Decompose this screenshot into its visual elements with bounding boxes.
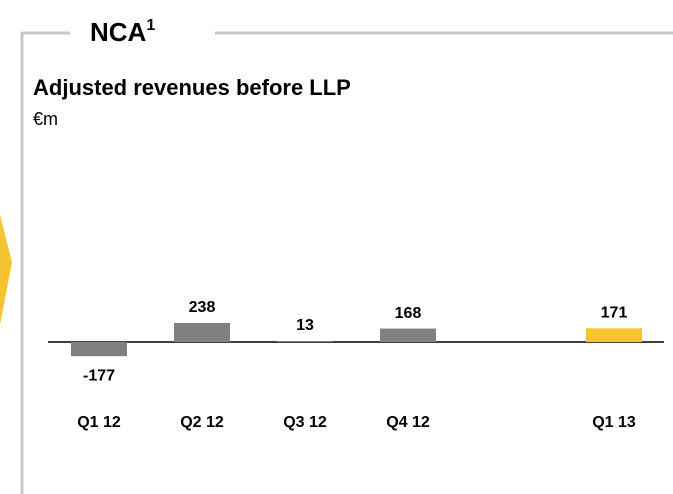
value-label: 171 (601, 305, 628, 322)
x-tick-label: Q1 12 (77, 414, 121, 431)
value-label: 13 (296, 317, 314, 334)
value-label: 238 (189, 299, 216, 316)
bar (71, 342, 127, 357)
decor-arrow (0, 215, 12, 325)
chart-subtitle: €m (33, 109, 58, 129)
bar (586, 328, 642, 342)
bar (174, 322, 230, 342)
x-tick-label: Q2 12 (180, 414, 224, 431)
chart-title: Adjusted revenues before LLP (33, 75, 351, 100)
bar (277, 340, 333, 342)
value-label: -177 (83, 367, 115, 384)
x-tick-label: Q1 13 (592, 414, 636, 431)
x-tick-label: Q3 12 (283, 414, 327, 431)
footnote-mark: 1 (146, 17, 155, 34)
panel-title: NCA1 (90, 17, 155, 47)
bar (380, 328, 436, 342)
x-tick-label: Q4 12 (386, 414, 430, 431)
value-label: 168 (395, 305, 422, 322)
panel-title-text: NCA (90, 17, 147, 47)
